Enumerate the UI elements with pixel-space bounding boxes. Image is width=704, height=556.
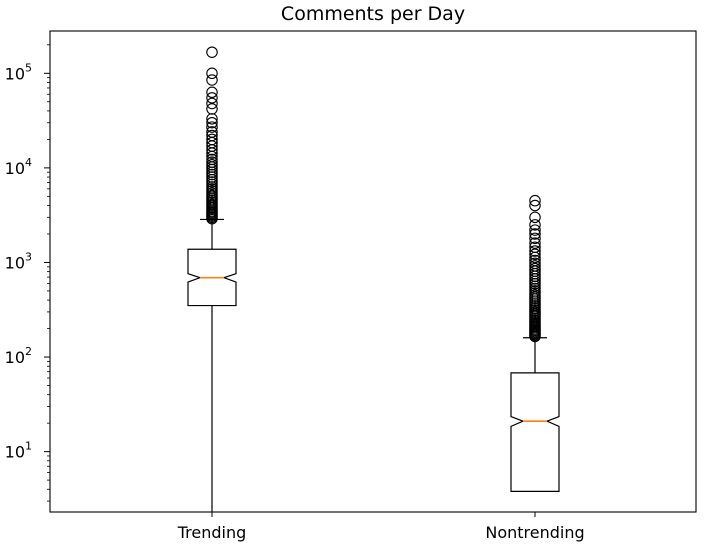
- outlier-point: [529, 194, 541, 207]
- y-tick-base: 10: [5, 253, 25, 272]
- x-tick-label-nontrending: Nontrending: [485, 523, 584, 542]
- outlier-point: [206, 92, 218, 104]
- y-tick-exponent: 2: [25, 345, 32, 358]
- x-axis: Trending Nontrending: [177, 512, 585, 542]
- plot-frame: [49, 30, 697, 513]
- outlier-point: [206, 156, 218, 168]
- y-tick-exponent: 3: [25, 250, 32, 263]
- y-tick-exponent: 5: [25, 61, 32, 74]
- outlier-point: [529, 262, 541, 275]
- y-tick-exponent: 4: [25, 156, 32, 169]
- notched-box: [510, 372, 560, 492]
- y-tick-base: 10: [5, 348, 25, 367]
- box-group-nontrending: [510, 194, 560, 492]
- outlier-point: [206, 97, 218, 110]
- y-tick-base: 10: [5, 443, 25, 462]
- y-tick-label: 105: [5, 61, 32, 83]
- y-tick-exponent: 1: [25, 440, 32, 453]
- outlier-point: [529, 199, 541, 212]
- outlier-point: [206, 153, 218, 166]
- outlier-point: [529, 219, 541, 231]
- outlier-point: [529, 254, 541, 267]
- outliers: [206, 46, 218, 225]
- outlier-point: [206, 181, 218, 193]
- y-tick-base: 10: [5, 159, 25, 178]
- outlier-point: [206, 67, 218, 80]
- outlier-point: [206, 133, 218, 146]
- outliers: [529, 194, 541, 343]
- outlier-point: [529, 232, 541, 245]
- outlier-point: [206, 86, 218, 99]
- y-tick-label: 101: [5, 440, 32, 462]
- y-tick-label: 103: [5, 250, 32, 272]
- x-tick-label-trending: Trending: [177, 523, 247, 542]
- outlier-point: [206, 129, 218, 142]
- outlier-point: [206, 46, 218, 58]
- box-group-trending: [187, 46, 237, 512]
- y-tick-label: 102: [5, 345, 32, 367]
- outlier-point: [206, 126, 218, 138]
- y-tick-base: 10: [5, 64, 25, 83]
- outlier-point: [529, 257, 541, 270]
- outlier-point: [529, 248, 541, 261]
- outlier-point: [529, 228, 541, 240]
- outlier-point: [529, 224, 541, 236]
- plot-area: [187, 46, 560, 512]
- outlier-point: [529, 241, 541, 253]
- outlier-point: [206, 158, 218, 171]
- chart-title: Comments per Day: [281, 3, 465, 25]
- outlier-point: [529, 237, 541, 249]
- outlier-point: [529, 245, 541, 257]
- outlier-point: [206, 74, 218, 86]
- y-tick-label: 104: [5, 156, 32, 178]
- outlier-point: [206, 121, 218, 133]
- outlier-point: [529, 260, 541, 272]
- outlier-point: [529, 211, 541, 224]
- outlier-point: [206, 116, 218, 129]
- outlier-point: [206, 103, 218, 115]
